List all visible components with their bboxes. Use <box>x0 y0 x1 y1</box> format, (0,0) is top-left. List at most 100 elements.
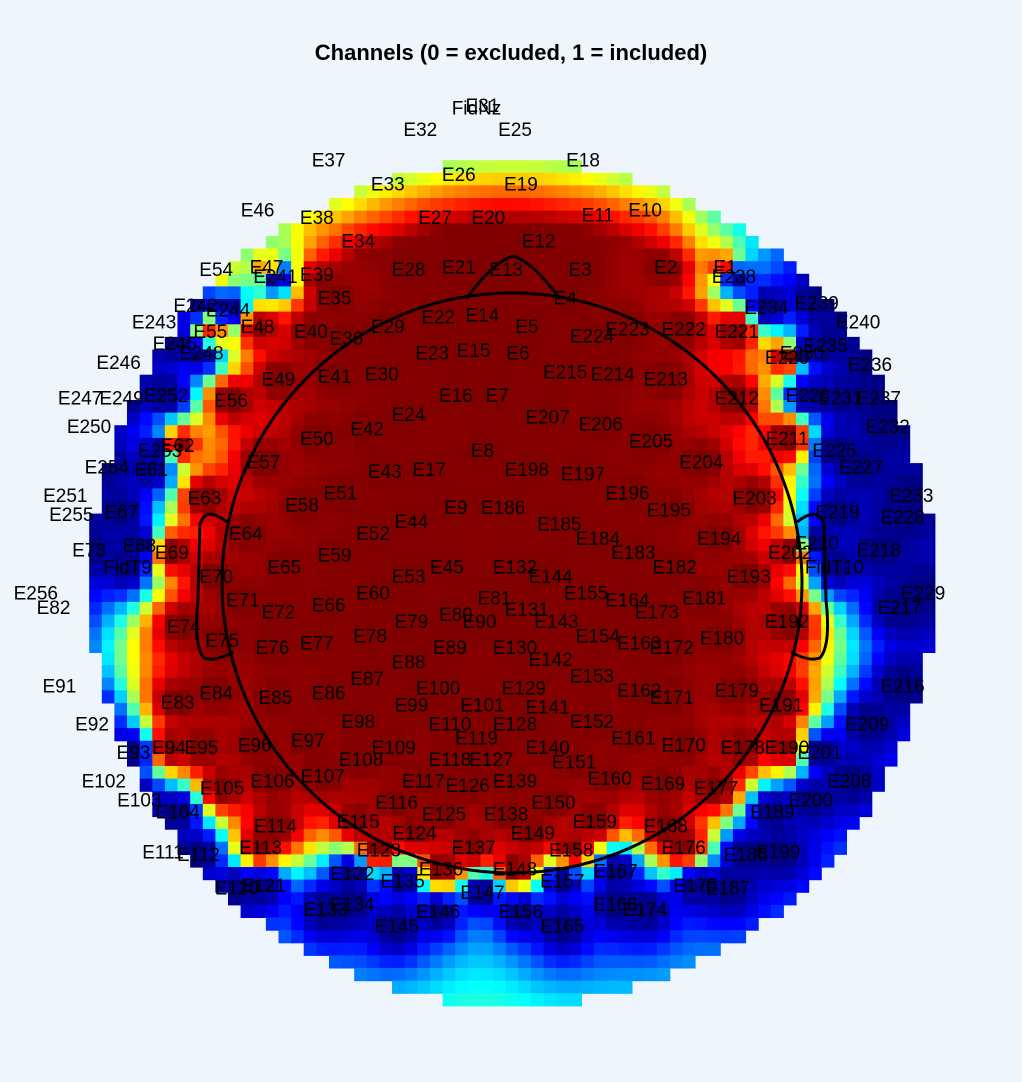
heatmap-cell <box>581 968 595 982</box>
heatmap-cell <box>846 614 860 628</box>
heatmap-cell <box>164 639 179 653</box>
heatmap-cell <box>518 488 532 502</box>
channel-label: E157 <box>540 871 584 892</box>
heatmap-cell <box>354 526 368 540</box>
heatmap-cell <box>139 513 153 527</box>
heatmap-cell <box>543 488 557 502</box>
heatmap-cell <box>543 601 557 616</box>
heatmap-cell <box>493 665 507 679</box>
heatmap-cell <box>177 740 191 754</box>
heatmap-cell <box>316 538 330 552</box>
heatmap-cell <box>341 589 355 603</box>
channel-label: E136 <box>419 859 463 880</box>
heatmap-cell <box>291 879 305 893</box>
heatmap-cell <box>467 740 481 754</box>
heatmap-cell <box>556 955 570 969</box>
heatmap-cell <box>505 601 519 616</box>
heatmap-cell <box>796 816 810 830</box>
heatmap-cell <box>417 273 431 287</box>
heatmap-cell <box>379 425 393 439</box>
heatmap-cell <box>278 425 292 439</box>
heatmap-cell <box>190 803 204 818</box>
heatmap-cell <box>291 437 305 452</box>
heatmap-cell <box>480 336 494 351</box>
heatmap-cell <box>114 501 128 515</box>
channel-label: E74 <box>167 617 201 638</box>
heatmap-cell <box>354 273 368 287</box>
heatmap-cell <box>404 248 418 262</box>
heatmap-cell <box>859 652 873 666</box>
channel-label: E195 <box>647 500 691 521</box>
heatmap-cell <box>354 374 368 388</box>
heatmap-cell <box>846 576 860 590</box>
heatmap-cell <box>354 728 368 742</box>
heatmap-cell <box>543 261 557 275</box>
heatmap-cell <box>442 223 456 237</box>
channel-label: E139 <box>493 771 537 792</box>
heatmap-cell <box>240 841 254 855</box>
heatmap-cell <box>354 652 368 666</box>
heatmap-cell <box>379 387 393 401</box>
heatmap-cell <box>467 803 481 818</box>
channel-label: E131 <box>505 600 549 621</box>
heatmap-cell <box>493 349 507 363</box>
heatmap-cell <box>190 728 204 742</box>
heatmap-cell <box>783 273 797 287</box>
heatmap-cell <box>669 210 683 224</box>
heatmap-cell <box>442 803 456 818</box>
heatmap-cell <box>505 841 519 855</box>
heatmap-cell <box>430 576 444 590</box>
channel-label: E158 <box>549 840 593 861</box>
heatmap-cell <box>164 728 179 742</box>
heatmap-cell <box>568 198 582 212</box>
heatmap-cell <box>505 904 519 918</box>
heatmap-cell <box>808 677 822 691</box>
heatmap-cell <box>265 261 280 275</box>
heatmap-cell <box>354 968 368 982</box>
heatmap-cell <box>493 311 507 325</box>
heatmap-cell <box>732 816 747 830</box>
heatmap-cell <box>240 488 254 502</box>
heatmap-cell <box>505 816 519 830</box>
heatmap-cell <box>89 513 103 527</box>
heatmap-cell <box>430 930 444 944</box>
heatmap-cell <box>720 829 734 843</box>
heatmap-cell <box>695 690 709 704</box>
channel-label: E17 <box>412 460 446 481</box>
heatmap-cell <box>884 564 898 578</box>
heatmap-cell <box>657 930 671 944</box>
heatmap-cell <box>695 387 709 401</box>
heatmap-cell <box>644 753 658 767</box>
heatmap-cell <box>442 879 456 893</box>
heatmap-cell <box>215 450 229 464</box>
heatmap-cell <box>455 248 469 262</box>
heatmap-cell <box>303 816 317 830</box>
heatmap-cell <box>518 463 532 477</box>
heatmap-cell <box>530 576 545 590</box>
heatmap-cell <box>202 841 216 855</box>
heatmap-cell <box>417 601 431 616</box>
heatmap-cell <box>354 715 368 729</box>
channel-label: E176 <box>661 838 705 859</box>
heatmap-cell <box>556 501 570 515</box>
heatmap-cell <box>392 803 406 818</box>
heatmap-cell <box>366 425 381 439</box>
heatmap-cell <box>530 311 545 325</box>
heatmap-surface <box>89 160 936 1007</box>
heatmap-cell <box>341 210 355 224</box>
channel-label: E196 <box>605 484 649 505</box>
heatmap-cell <box>543 614 557 628</box>
heatmap-cell <box>480 614 494 628</box>
heatmap-cell <box>215 475 229 489</box>
heatmap-cell <box>228 564 242 578</box>
heatmap-cell <box>657 576 671 590</box>
heatmap-cell <box>518 803 532 818</box>
heatmap-cell <box>619 185 633 199</box>
heatmap-cell <box>455 639 469 653</box>
heatmap-cell <box>467 526 481 540</box>
heatmap-cell <box>657 665 671 679</box>
heatmap-cell <box>177 841 191 855</box>
heatmap-cell <box>695 210 709 224</box>
heatmap-cell <box>152 450 166 464</box>
channel-label: E113 <box>239 838 282 859</box>
